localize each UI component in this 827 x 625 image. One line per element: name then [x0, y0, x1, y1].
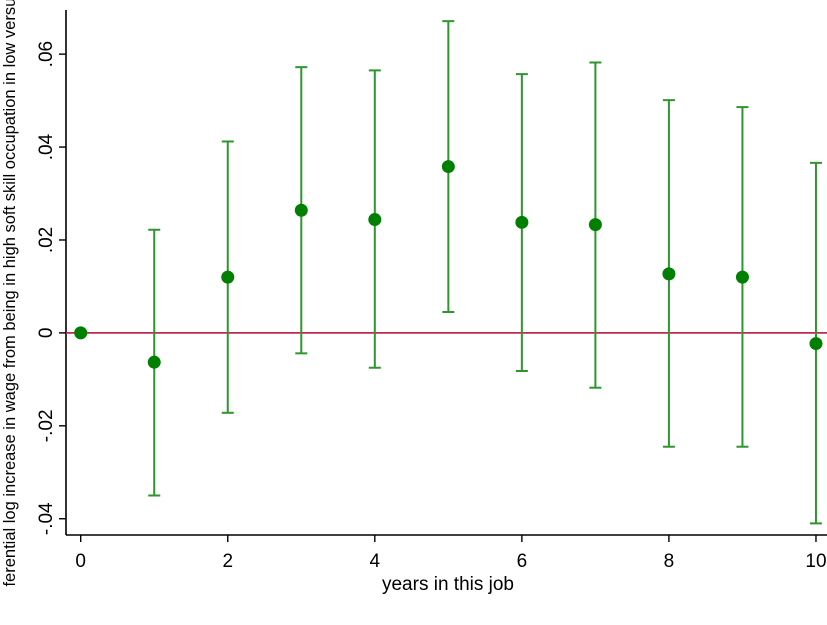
- x-axis-label: years in this job: [382, 574, 514, 595]
- y-tick-label: .02: [36, 227, 57, 253]
- x-tick-label: 8: [664, 551, 675, 572]
- data-point: [735, 270, 749, 284]
- x-tick-label: 10: [805, 551, 826, 572]
- y-tick-label: 0: [36, 328, 57, 339]
- data-point: [368, 213, 382, 227]
- x-tick-label: 2: [222, 551, 233, 572]
- data-point: [588, 218, 602, 232]
- data-point: [74, 326, 88, 340]
- y-tick-label: .06: [36, 41, 57, 67]
- data-point: [662, 267, 676, 281]
- x-tick-label: 6: [517, 551, 528, 572]
- x-tick-label: 4: [370, 551, 381, 572]
- data-point: [221, 270, 235, 284]
- data-point: [809, 337, 823, 351]
- y-tick-label: .04: [36, 133, 57, 160]
- data-point: [147, 355, 161, 369]
- y-tick-label: -.02: [36, 409, 57, 442]
- y-axis-label: ferential log increase in wage from bein…: [1, 0, 19, 587]
- x-tick-label: 0: [75, 551, 86, 572]
- data-point: [515, 215, 529, 229]
- data-point: [441, 160, 455, 174]
- data-point: [294, 203, 308, 217]
- y-tick-label: -.04: [36, 502, 57, 535]
- plot-area: -.04 -.02 0 .02 .04 .06 0 2 4 6 8 10: [36, 10, 827, 572]
